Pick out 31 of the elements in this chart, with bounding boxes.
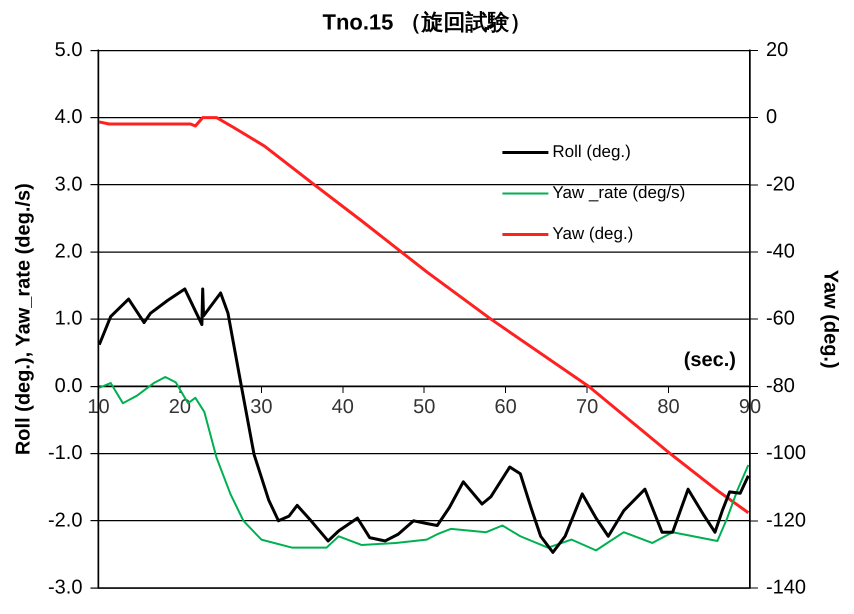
legend-label: Yaw (deg.) — [552, 224, 634, 244]
x-tick-label: 40 — [332, 396, 354, 418]
y-tick-label: 5.0 — [54, 38, 82, 61]
y-tick-label: 2.0 — [54, 240, 82, 263]
y-tick-label: -1.0 — [48, 442, 82, 464]
y2-tick-label: -100 — [766, 442, 806, 464]
legend-label: Roll (deg.) — [552, 142, 631, 162]
y-tick-label: 1.0 — [54, 308, 82, 330]
y2-tick-label: -40 — [766, 240, 795, 263]
y-tick-label: -2.0 — [48, 509, 82, 532]
y-tick-label: 3.0 — [54, 173, 82, 196]
y2-tick-label: 0 — [766, 106, 778, 128]
y2-axis-title: Yaw (deg.) — [819, 270, 842, 369]
y2-tick-label: -80 — [766, 374, 795, 397]
legend-label: Yaw _rate (deg/s) — [552, 183, 686, 202]
x-tick-label: 50 — [413, 396, 436, 418]
x-tick-label: 30 — [250, 396, 272, 418]
x-axis-title: (sec.) — [684, 348, 736, 371]
x-tick-label: 80 — [657, 396, 680, 418]
chart-title: Tno.15 （旋回試験） — [322, 9, 532, 34]
y-axis-title: Roll (deg.), Yaw_rate (deg./s) — [12, 183, 35, 456]
y2-tick-label: -120 — [766, 509, 806, 532]
y2-tick-label: -60 — [766, 308, 795, 330]
y-tick-label: 0.0 — [54, 374, 82, 397]
y-tick-label: -3.0 — [48, 576, 82, 599]
x-tick-label: 60 — [494, 396, 517, 418]
y2-tick-label: -140 — [766, 576, 806, 599]
x-tick-label: 70 — [576, 396, 598, 418]
y2-tick-label: -20 — [766, 173, 795, 196]
y2-tick-label: 20 — [766, 38, 788, 61]
y-tick-label: 4.0 — [54, 106, 82, 128]
